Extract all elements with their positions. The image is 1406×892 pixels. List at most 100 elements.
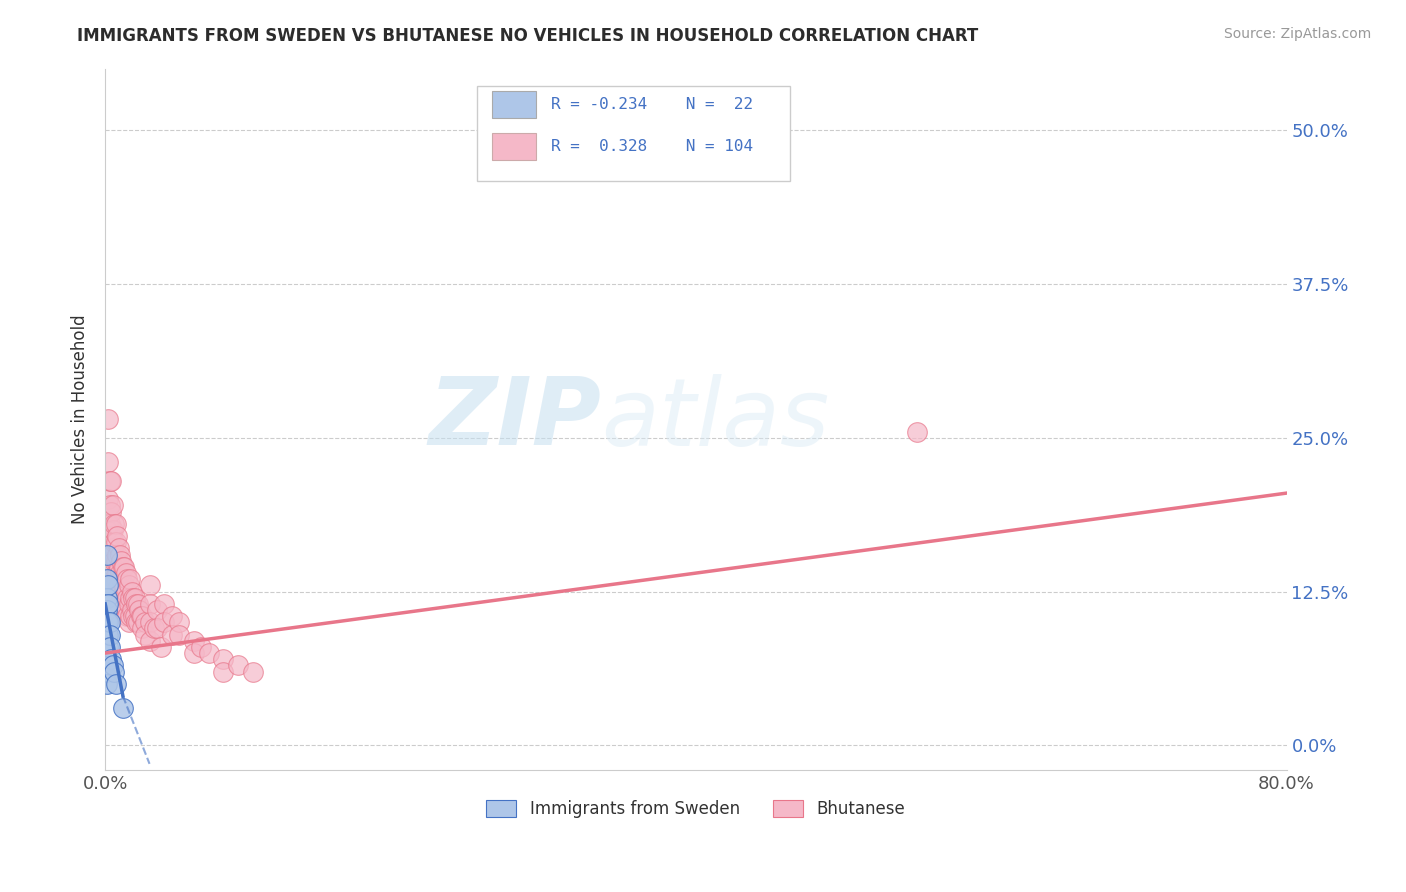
Point — [100, 504, 122, 518]
Point — [96, 572, 118, 586]
Point — [97, 492, 120, 507]
Text: R = -0.234    N =  22: R = -0.234 N = 22 — [551, 97, 752, 112]
Point — [112, 578, 135, 592]
Point — [100, 529, 122, 543]
Point — [97, 578, 120, 592]
Point — [120, 572, 142, 586]
Point — [197, 646, 219, 660]
Legend: Immigrants from Sweden, Bhutanese: Immigrants from Sweden, Bhutanese — [479, 793, 912, 825]
Point — [98, 627, 121, 641]
Point — [167, 627, 190, 641]
Point — [101, 499, 124, 513]
Point — [138, 578, 160, 592]
Point — [98, 615, 121, 630]
Point — [97, 640, 120, 654]
Point — [97, 541, 120, 556]
Point — [183, 633, 205, 648]
Point — [98, 516, 121, 531]
Point — [97, 412, 120, 426]
Point — [96, 548, 118, 562]
Point — [105, 529, 128, 543]
Point — [160, 627, 183, 641]
Point — [242, 665, 264, 679]
Point — [97, 615, 120, 630]
Point — [97, 455, 120, 469]
Point — [103, 572, 125, 586]
Point — [108, 548, 131, 562]
Point — [98, 541, 121, 556]
Point — [118, 615, 141, 630]
Point — [146, 622, 169, 636]
Point — [96, 591, 118, 605]
Point — [112, 597, 135, 611]
Point — [96, 523, 118, 537]
Point — [107, 560, 129, 574]
Point — [131, 622, 153, 636]
Point — [905, 425, 928, 439]
Point — [100, 474, 122, 488]
Point — [111, 701, 134, 715]
Text: atlas: atlas — [602, 374, 830, 465]
Point — [104, 572, 127, 586]
Bar — [492, 133, 537, 160]
Point — [98, 499, 121, 513]
Point — [105, 566, 128, 580]
Point — [142, 622, 165, 636]
Point — [111, 597, 134, 611]
Point — [128, 603, 150, 617]
Point — [100, 652, 122, 666]
Point — [212, 665, 235, 679]
Point — [120, 591, 142, 605]
Point — [134, 627, 156, 641]
Text: Source: ZipAtlas.com: Source: ZipAtlas.com — [1223, 27, 1371, 41]
Point — [110, 572, 132, 586]
Point — [98, 560, 121, 574]
Point — [153, 615, 176, 630]
Point — [124, 591, 146, 605]
Point — [108, 584, 131, 599]
Point — [96, 548, 118, 562]
Point — [96, 572, 118, 586]
Point — [115, 584, 138, 599]
Point — [150, 640, 173, 654]
Text: R =  0.328    N = 104: R = 0.328 N = 104 — [551, 139, 752, 154]
Point — [610, 104, 633, 119]
Point — [117, 572, 139, 586]
Point — [111, 560, 134, 574]
Point — [110, 591, 132, 605]
Point — [120, 609, 142, 624]
Point — [108, 566, 131, 580]
Point — [125, 597, 148, 611]
Point — [97, 516, 120, 531]
Point — [226, 658, 249, 673]
Point — [101, 541, 124, 556]
Point — [104, 516, 127, 531]
Point — [212, 652, 235, 666]
Point — [118, 578, 141, 592]
Point — [103, 665, 125, 679]
Point — [146, 603, 169, 617]
Point — [115, 566, 138, 580]
Point — [127, 615, 149, 630]
Point — [129, 609, 152, 624]
Text: ZIP: ZIP — [429, 373, 602, 466]
Point — [104, 554, 127, 568]
Point — [104, 535, 127, 549]
Point — [107, 597, 129, 611]
Point — [96, 603, 118, 617]
Point — [100, 554, 122, 568]
Point — [104, 677, 127, 691]
Point — [96, 677, 118, 691]
Y-axis label: No Vehicles in Household: No Vehicles in Household — [72, 315, 89, 524]
Point — [112, 560, 135, 574]
Point — [117, 609, 139, 624]
Point — [111, 578, 134, 592]
Point — [96, 627, 118, 641]
Point — [125, 615, 148, 630]
Point — [101, 560, 124, 574]
Point — [160, 609, 183, 624]
Point — [138, 597, 160, 611]
Point — [101, 523, 124, 537]
Point — [103, 554, 125, 568]
Point — [103, 516, 125, 531]
